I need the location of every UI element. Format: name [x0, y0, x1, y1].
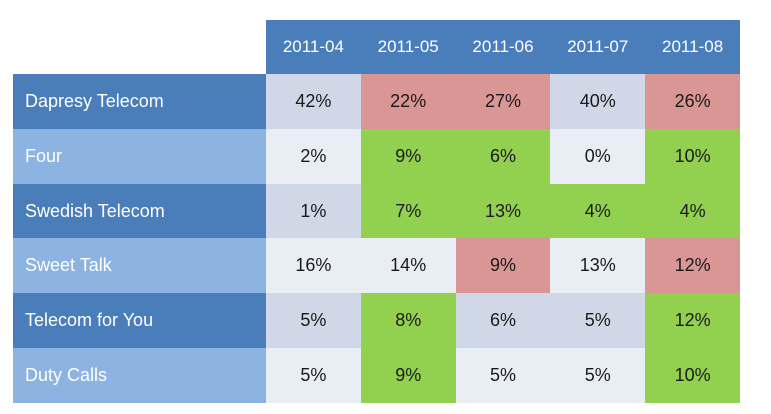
- table-row: Duty Calls 5% 9% 5% 5% 10%: [13, 348, 740, 403]
- heatmap-cell: 5%: [455, 348, 551, 403]
- heatmap-cell: 6%: [455, 293, 551, 349]
- heatmap-cell: 12%: [645, 293, 740, 349]
- heatmap-cell: 5%: [266, 348, 361, 403]
- corner-cell: [13, 20, 266, 74]
- table-row: Telecom for You 5% 8% 6% 5% 12%: [13, 293, 740, 349]
- table-row: Sweet Talk 16% 14% 9% 13% 12%: [13, 238, 740, 294]
- column-header: 2011-05: [360, 20, 456, 74]
- heatmap-body: Dapresy Telecom 42% 22% 27% 40% 26% Four 2% 9% 6%…: [13, 74, 740, 403]
- heatmap-cell: 0%: [550, 128, 646, 184]
- row-label: Duty Calls: [13, 348, 266, 403]
- heatmap-cell: 5%: [550, 293, 646, 349]
- column-header: 2011-07: [550, 20, 646, 74]
- heatmap-cell: 9%: [360, 128, 456, 184]
- heatmap-cell: 4%: [550, 183, 646, 239]
- table-row: Swedish Telecom 1% 7% 13% 4% 4%: [13, 183, 740, 239]
- heatmap-cell: 16%: [266, 238, 361, 294]
- heatmap-cell: 2%: [266, 128, 361, 184]
- column-header: 2011-08: [645, 20, 740, 74]
- header-row: 2011-04 2011-05 2011-06 2011-07 2011-08: [13, 20, 740, 74]
- heatmap-cell: 40%: [550, 74, 646, 129]
- heatmap-cell: 13%: [455, 183, 551, 239]
- heatmap-table: 2011-04 2011-05 2011-06 2011-07 2011-08 …: [13, 20, 740, 403]
- heatmap-cell: 10%: [645, 348, 740, 403]
- table-row: Four 2% 9% 6% 0% 10%: [13, 128, 740, 184]
- heatmap-cell: 12%: [645, 238, 740, 294]
- column-header: 2011-06: [455, 20, 551, 74]
- row-label: Swedish Telecom: [13, 183, 266, 239]
- heatmap-cell: 10%: [645, 128, 740, 184]
- heatmap-cell: 22%: [360, 74, 456, 129]
- heatmap-cell: 9%: [455, 238, 551, 294]
- heatmap-cell: 6%: [455, 128, 551, 184]
- heatmap-cell: 7%: [360, 183, 456, 239]
- heatmap-cell: 9%: [360, 348, 456, 403]
- heatmap-cell: 14%: [360, 238, 456, 294]
- table-row: Dapresy Telecom 42% 22% 27% 40% 26%: [13, 74, 740, 129]
- heatmap-cell: 5%: [550, 348, 646, 403]
- heatmap-cell: 26%: [645, 74, 740, 129]
- heatmap-cell: 42%: [266, 74, 361, 129]
- heatmap-cell: 1%: [266, 183, 361, 239]
- heatmap-cell: 4%: [645, 183, 740, 239]
- heatmap-cell: 13%: [550, 238, 646, 294]
- heatmap-cell: 5%: [266, 293, 361, 349]
- row-label: Sweet Talk: [13, 238, 266, 294]
- heatmap-cell: 8%: [360, 293, 456, 349]
- column-header: 2011-04: [266, 20, 361, 74]
- row-label: Four: [13, 128, 266, 184]
- row-label: Telecom for You: [13, 293, 266, 349]
- row-label: Dapresy Telecom: [13, 74, 266, 129]
- heatmap-cell: 27%: [455, 74, 551, 129]
